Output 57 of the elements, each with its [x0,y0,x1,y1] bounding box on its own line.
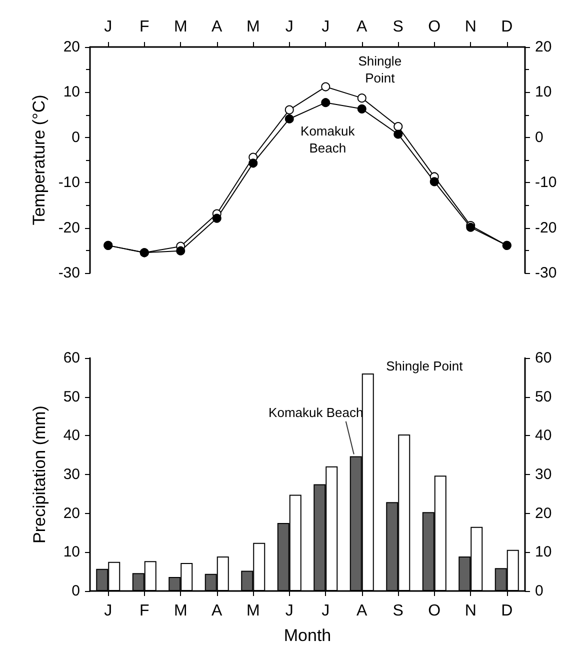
x-tick-label: M [246,602,260,620]
x-tick-label: J [104,602,112,620]
y2-tick-label: 10 [535,84,552,101]
y2-tick-label: 0 [535,582,544,600]
y-tick-label: -20 [58,219,80,236]
x-tick-label: M [174,602,188,620]
x-tick-label: J [322,18,330,36]
y-axis-title: Precipitation (mm) [30,406,49,544]
x-tick-label: D [501,602,513,620]
y2-tick-label: 60 [535,350,552,366]
y-tick-label: 20 [63,38,80,56]
x-tick-label: A [212,602,223,620]
x-tick-label: A [356,602,368,620]
series-label: Komakuk Beach [300,124,356,156]
x-tick-label: O [428,18,441,36]
x-tick-label: M [246,18,260,36]
x-tick-label: J [104,18,112,36]
y-tick-label: -30 [58,264,80,282]
y-tick-label: 60 [63,350,80,366]
y2-tick-label: 30 [535,466,552,483]
y2-tick-label: -10 [535,174,557,192]
x-tick-label: N [464,18,476,36]
y-tick-label: 20 [63,504,80,522]
x-tick-label: O [428,602,441,620]
y-tick-label: 40 [63,427,80,444]
x-tick-label: S [392,18,404,36]
y-tick-label: 10 [63,84,80,101]
y-axis-title: Temperature (°C) [29,94,48,226]
x-tick-label: A [356,18,368,36]
x-tick-label: S [392,602,404,620]
y-tick-label: 10 [63,544,80,561]
x-tick-label: J [322,602,330,620]
y-tick-label: -10 [58,174,80,192]
y2-tick-label: 20 [535,504,552,522]
y-tick-label: 0 [72,128,80,146]
y2-tick-label: 50 [535,388,552,406]
x-tick-label: A [212,18,223,36]
y2-tick-label: -30 [535,264,557,282]
y2-tick-label: 40 [535,427,552,444]
x-tick-label: J [285,18,294,36]
y-tick-label: 30 [63,466,80,483]
y2-tick-label: 20 [535,38,552,56]
x-axis-title: Month [284,626,332,645]
x-tick-label: F [139,18,150,36]
y-tick-label: 50 [63,388,80,406]
x-tick-label: D [501,18,513,36]
x-tick-label: M [174,18,188,36]
series-label: Shingle Point [386,358,464,374]
series-label: Shingle Point [358,54,402,86]
y2-tick-label: 10 [535,544,552,561]
x-tick-label: F [139,602,150,620]
y2-tick-label: -20 [535,219,557,236]
x-tick-label: J [285,602,294,620]
y2-tick-label: 0 [535,128,544,146]
y-tick-label: 0 [72,582,80,600]
text: Komakuk Beach [268,404,364,420]
x-tick-label: N [464,602,476,620]
